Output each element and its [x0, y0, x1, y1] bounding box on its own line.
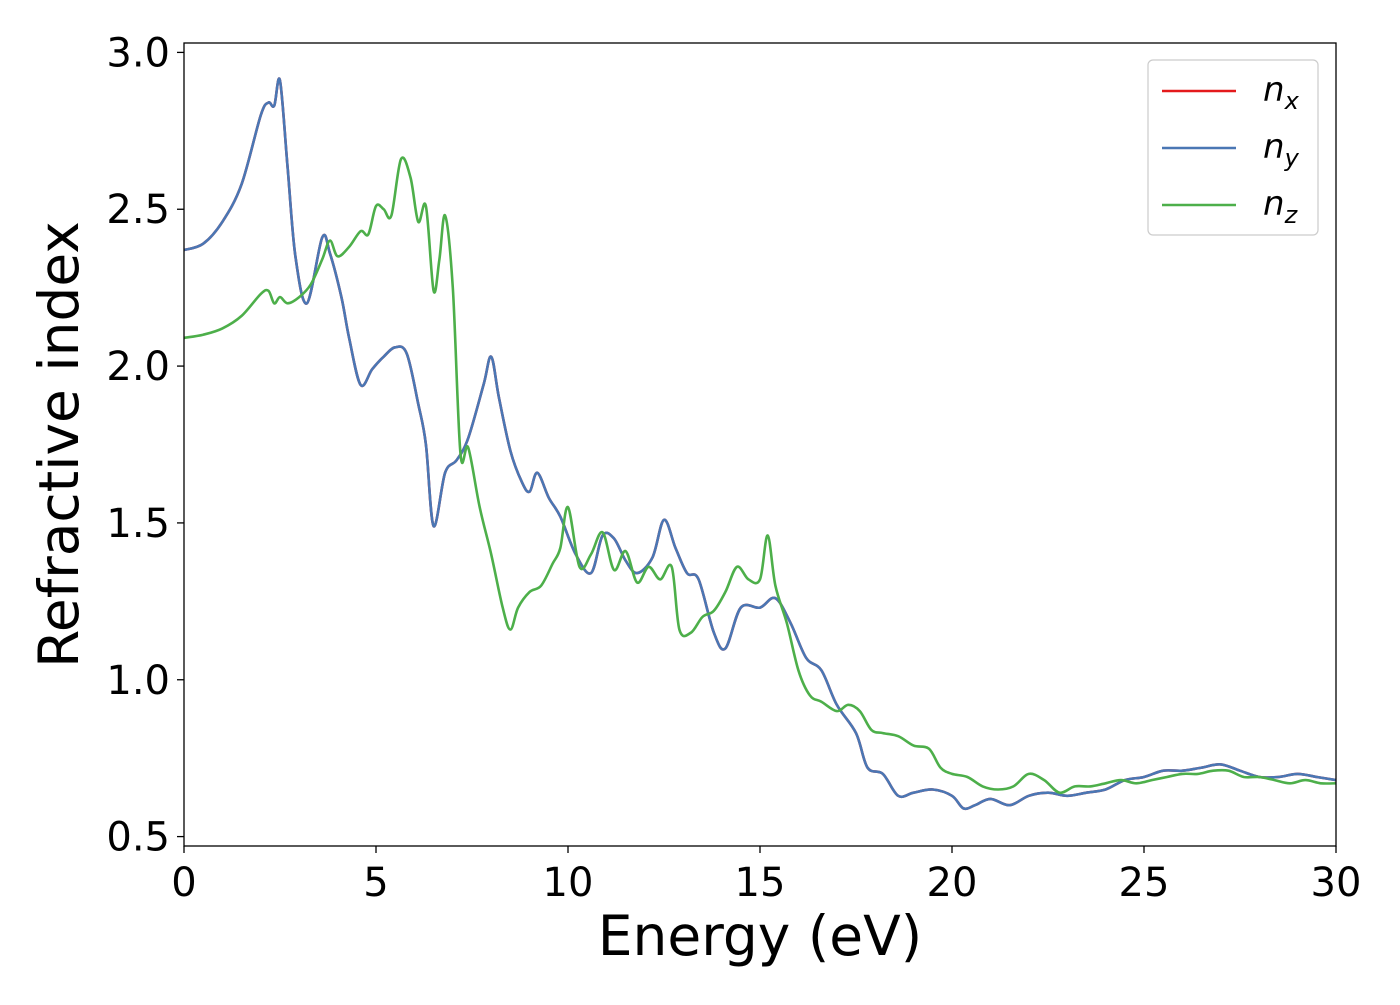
series-layer: [184, 77, 1336, 811]
series-line-n_z: [184, 156, 1336, 795]
y-tick-label: 2.0: [106, 344, 170, 390]
x-tick-label: 5: [363, 860, 388, 906]
x-tick-label: 25: [1119, 860, 1170, 906]
x-tick-label: 20: [927, 860, 978, 906]
y-tick-label: 1.5: [106, 501, 170, 547]
y-tick-label: 2.5: [106, 187, 170, 233]
x-tick-label: 0: [171, 860, 196, 906]
y-tick-label: 1.0: [106, 658, 170, 704]
x-tick-label: 30: [1311, 860, 1362, 906]
legend-label-n_z: nz: [1263, 184, 1299, 229]
legend: nx ny nz: [1147, 59, 1319, 236]
x-tick-label: 10: [543, 860, 594, 906]
legend-label-n_y: ny: [1263, 127, 1300, 172]
y-tick-label: 0.5: [106, 815, 170, 861]
x-axis-title: Energy (eV): [598, 904, 922, 968]
x-tick-label: 15: [735, 860, 786, 906]
series-line-n_y: [184, 77, 1336, 811]
y-tick-label: 3.0: [106, 30, 170, 76]
y-axis-ticks: 0.5 1.0 1.5 2.0 2.5 3.0: [106, 30, 184, 861]
x-axis-ticks: 0 5 10 15 20 25 30: [171, 846, 1361, 906]
legend-label-n_x: nx: [1263, 70, 1300, 115]
y-axis-title: Refractive index: [27, 221, 91, 668]
